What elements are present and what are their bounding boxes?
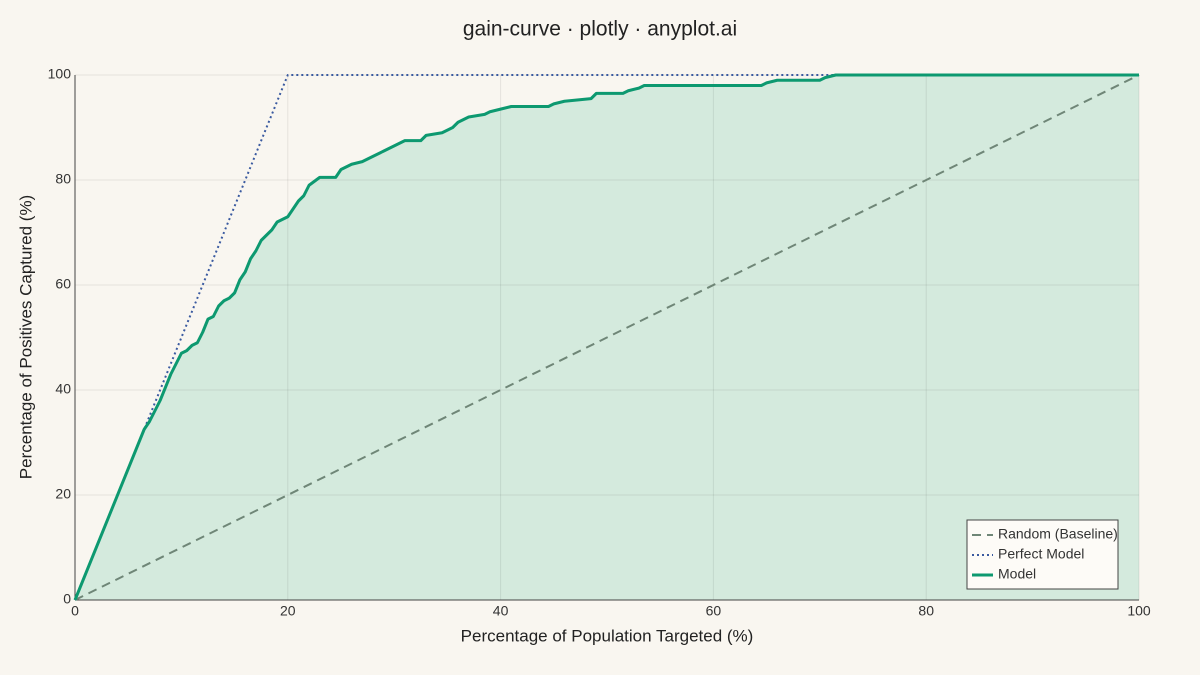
x-tick-label: 100 [1127,603,1151,619]
legend: Random (Baseline) Perfect Model Model [966,519,1119,590]
chart-title: gain-curve · plotly · anyplot.ai [463,18,737,41]
legend-label: Perfect Model [998,546,1084,562]
x-tick-label: 0 [71,603,79,619]
x-tick-label: 20 [280,603,296,619]
y-axis-title: Percentage of Positives Captured (%) [16,195,35,479]
y-tick-label: 100 [48,66,72,82]
y-tick-label: 0 [63,591,71,607]
y-tick-label: 20 [55,486,71,502]
series-line [73,73,1139,601]
x-tick-label: 40 [493,603,509,619]
x-tick-label: 60 [706,603,722,619]
series-line [74,74,1140,601]
x-axis-title: Percentage of Population Targeted (%) [461,626,754,645]
series-line [74,74,1139,601]
y-tick-label: 40 [55,381,71,397]
y-tick-label: 80 [55,171,71,187]
y-tick-label: 60 [55,276,71,292]
legend-label: Random (Baseline) [998,526,1118,542]
legend-label: Model [998,566,1036,582]
x-tick-label: 80 [918,603,934,619]
